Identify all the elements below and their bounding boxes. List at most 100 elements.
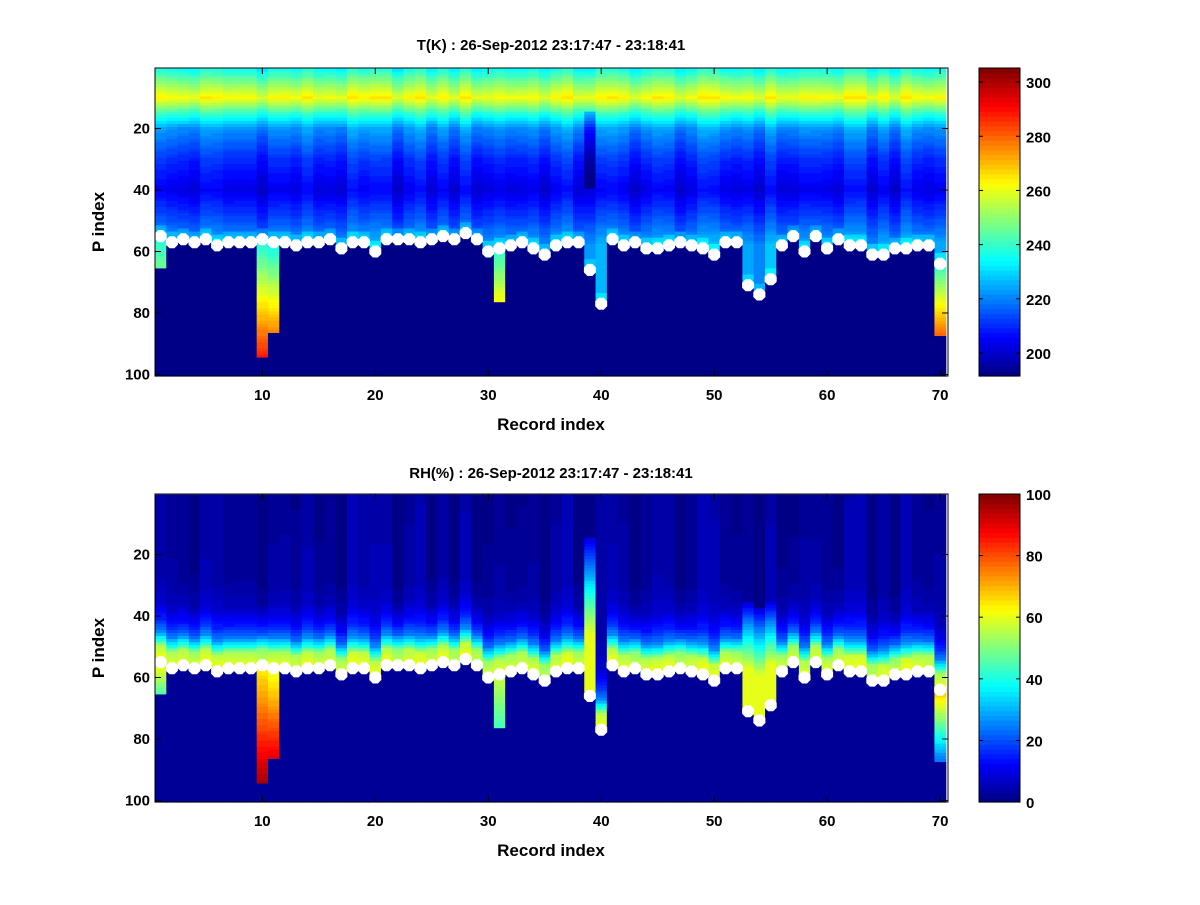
heatmap-cell xyxy=(596,164,608,174)
heatmap-cell xyxy=(618,176,630,183)
heatmap-cell xyxy=(494,611,506,618)
heatmap-cell xyxy=(584,271,596,376)
heatmap-cell xyxy=(675,152,687,159)
heatmap-cell xyxy=(833,216,845,223)
heatmap-cell xyxy=(257,725,269,732)
heatmap-cell xyxy=(381,590,393,603)
heatmap-cell xyxy=(833,179,845,186)
heatmap-cell xyxy=(934,195,946,202)
heatmap-cell xyxy=(200,139,212,146)
heatmap-cell xyxy=(663,185,675,192)
heatmap-cell xyxy=(754,722,766,803)
heatmap-cell xyxy=(901,173,913,180)
heatmap-cell xyxy=(257,213,269,220)
heatmap-cell xyxy=(223,170,235,180)
heatmap-cell xyxy=(539,682,551,802)
heatmap-cell xyxy=(415,133,427,140)
heatmap-cell xyxy=(765,155,777,162)
heatmap-cell xyxy=(336,127,348,134)
heatmap-cell xyxy=(584,244,596,260)
heatmap-cell xyxy=(189,207,201,214)
heatmap-cell xyxy=(912,225,924,232)
heatmap-cell xyxy=(923,127,935,134)
heatmap-cell xyxy=(810,130,822,137)
heatmap-cell xyxy=(675,225,687,232)
heatmap-cell xyxy=(234,158,246,165)
heatmap-cell xyxy=(494,173,506,180)
heatmap-cell xyxy=(550,593,562,606)
heatmap-cell xyxy=(810,139,822,146)
heatmap-cell xyxy=(313,179,325,189)
heatmap-cell xyxy=(291,605,303,612)
heatmap-cell xyxy=(686,618,698,625)
heatmap-cell xyxy=(279,244,291,377)
heatmap-cell xyxy=(302,608,314,615)
colorbar-swatch xyxy=(979,111,1020,116)
heatmap-cell xyxy=(765,281,777,377)
heatmap-cell xyxy=(686,127,698,134)
heatmap-cell xyxy=(426,495,438,582)
heatmap-cell xyxy=(483,164,495,174)
heatmap-cell xyxy=(505,182,517,189)
heatmap-cell xyxy=(618,195,630,202)
surface-marker xyxy=(166,236,178,248)
heatmap-cell xyxy=(166,210,178,217)
heatmap-cell xyxy=(471,149,483,156)
heatmap-cell xyxy=(731,195,743,202)
heatmap-cell xyxy=(934,149,946,156)
heatmap-cell xyxy=(550,161,562,168)
heatmap-cell xyxy=(934,173,946,183)
heatmap-cell xyxy=(675,170,687,180)
heatmap-cell xyxy=(460,176,472,186)
heatmap-cell xyxy=(720,142,732,149)
heatmap-cell xyxy=(901,216,913,223)
heatmap-cell xyxy=(257,679,269,686)
heatmap-cell xyxy=(799,204,811,211)
heatmap-cell xyxy=(234,152,246,159)
heatmap-cell xyxy=(392,152,404,159)
heatmap-cell xyxy=(449,241,461,377)
heatmap-cell xyxy=(381,204,393,211)
heatmap-cell xyxy=(810,238,822,377)
y-tick-label: 100 xyxy=(125,366,150,383)
heatmap-cell xyxy=(268,130,280,137)
heatmap-cell xyxy=(200,149,212,156)
surface-marker xyxy=(290,239,302,251)
heatmap-cell xyxy=(629,201,641,208)
heatmap-cell xyxy=(596,201,608,208)
heatmap-cell xyxy=(257,185,269,195)
heatmap-cell xyxy=(494,259,506,266)
heatmap-cell xyxy=(821,152,833,159)
heatmap-cell xyxy=(720,213,732,220)
heatmap-cell xyxy=(765,136,777,143)
colorbar-swatch xyxy=(979,116,1020,121)
heatmap-cell xyxy=(234,170,246,180)
heatmap-cell xyxy=(245,158,257,165)
heatmap-cell xyxy=(347,584,359,600)
heatmap-cell xyxy=(641,207,653,214)
heatmap-cell xyxy=(550,219,562,226)
heatmap-cell xyxy=(754,207,766,214)
heatmap-cell xyxy=(709,213,721,220)
heatmap-cell xyxy=(494,149,506,156)
heatmap-cell xyxy=(652,599,664,612)
heatmap-cell xyxy=(483,158,495,165)
heatmap-cell xyxy=(336,250,348,377)
heatmap-cell xyxy=(629,244,641,377)
heatmap-cell xyxy=(483,253,495,377)
heatmap-cell xyxy=(245,170,257,180)
heatmap-cell xyxy=(437,158,449,165)
heatmap-cell xyxy=(291,673,303,803)
heatmap-cell xyxy=(765,222,777,229)
surface-marker xyxy=(494,242,506,254)
heatmap-cell xyxy=(742,161,754,171)
heatmap-cell xyxy=(166,605,178,612)
heatmap-cell xyxy=(867,210,879,217)
heatmap-cell xyxy=(381,495,393,545)
colorbar-swatch xyxy=(979,212,1020,217)
heatmap-cell xyxy=(844,216,856,223)
heatmap-cell xyxy=(550,495,562,523)
heatmap-cell xyxy=(166,179,178,189)
heatmap-cell xyxy=(483,195,495,202)
heatmap-cell xyxy=(404,158,416,168)
